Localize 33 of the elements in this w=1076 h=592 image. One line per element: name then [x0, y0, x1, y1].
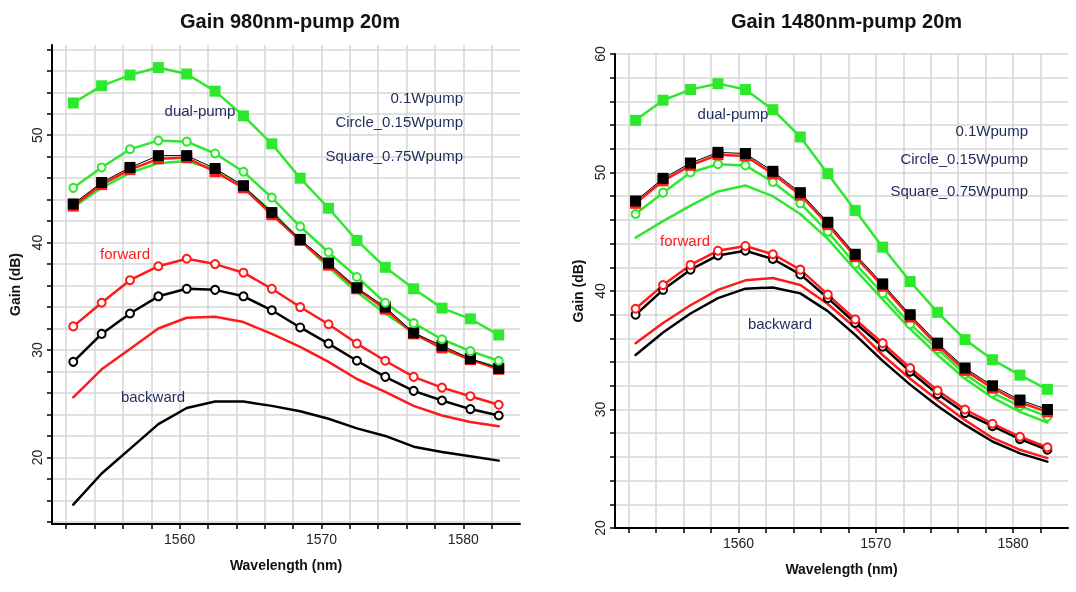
x-tick-label: 1570 [305, 531, 338, 547]
y-tick-label: 50 [29, 127, 45, 143]
annotation: backward [747, 314, 813, 332]
annotation: Square_0.75Wpump [890, 181, 1028, 199]
annotation: forward [659, 231, 711, 249]
x-tick-label: 1580 [447, 531, 480, 547]
y-tick-label: 60 [592, 46, 608, 62]
x-tick-label: 1580 [997, 535, 1029, 551]
y-tick-label: 50 [592, 164, 608, 181]
y-tick-label: 20 [29, 449, 45, 466]
annotation: Circle_0.15Wpump [900, 149, 1028, 167]
annotation: 0.1Wpump [390, 88, 463, 106]
x-axis-title: Wavelength (nm) [785, 561, 898, 577]
annotation: forward [99, 244, 151, 262]
y-tick-label: 30 [29, 342, 45, 358]
y-axis-title: Gain (dB) [7, 253, 23, 316]
y-axis-title: Gain (dB) [570, 259, 586, 323]
x-tick-label: 1560 [722, 535, 755, 551]
y-tick-label: 20 [592, 520, 608, 536]
y-tick-label: 30 [592, 401, 608, 418]
x-tick-label: 1570 [860, 535, 892, 551]
annotation: backward [120, 387, 186, 405]
y-tick-label: 40 [29, 234, 45, 251]
annotation: 0.1Wpump [955, 121, 1028, 139]
y-tick-label: 40 [592, 283, 608, 299]
annotation: dual-pump [697, 104, 769, 122]
annotation: Square_0.75Wpump [325, 146, 463, 164]
annotation: dual-pump [164, 101, 236, 119]
x-axis-title: Wavelength (nm) [229, 557, 343, 573]
annotation: Circle_0.15Wpump [335, 112, 463, 130]
x-tick-label: 1560 [164, 531, 196, 547]
chart-title: Gain 980nm-pump 20m [179, 10, 401, 32]
chart-title: Gain 1480nm-pump 20m [730, 10, 963, 32]
